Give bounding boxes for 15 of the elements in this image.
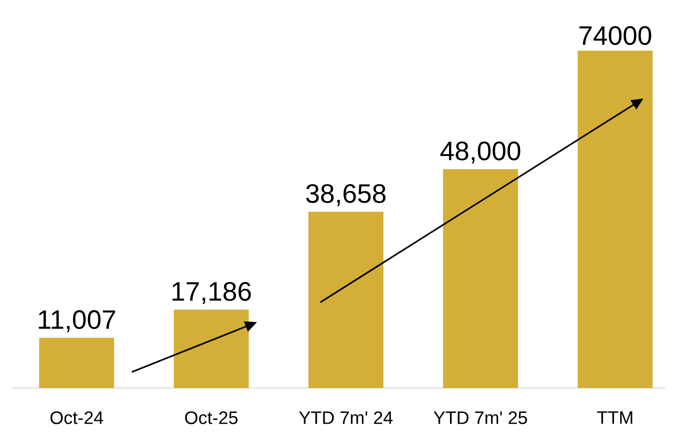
x-tick-label: YTD 7m' 24	[299, 411, 393, 424]
bar	[578, 50, 653, 388]
bar	[39, 338, 114, 388]
data-label: 38,658	[306, 184, 386, 206]
x-tick-label: Oct-25	[185, 411, 238, 424]
bar	[174, 310, 249, 388]
bar	[308, 212, 384, 388]
data-label: 11,007	[38, 310, 116, 332]
data-label: 17,186	[172, 282, 251, 304]
x-tick-label: Oct-24	[50, 411, 104, 424]
bar	[443, 169, 518, 388]
data-label: 48,000	[440, 142, 520, 164]
x-tick-label: TTM	[597, 411, 632, 424]
x-tick-label: YTD 7m' 25	[434, 411, 528, 424]
data-label: 74000	[579, 26, 652, 45]
